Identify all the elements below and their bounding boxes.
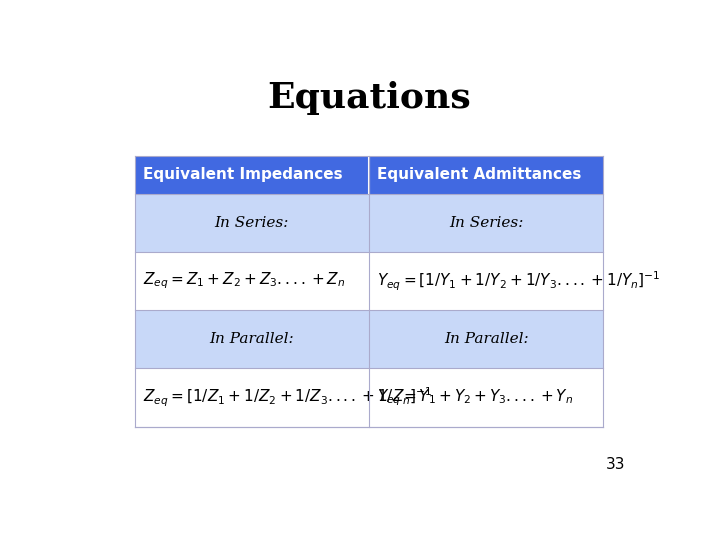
Text: $Z_{eq}= Z_1 + Z_2 + Z_3....+ Z_n$: $Z_{eq}= Z_1 + Z_2 + Z_3....+ Z_n$ [143,271,346,291]
FancyBboxPatch shape [135,310,369,368]
Text: $Z_{eq}= [1/Z_1 +1/Z_2 +1/Z_3....+ 1/Z_n]^{-1}$: $Z_{eq}= [1/Z_1 +1/Z_2 +1/Z_3....+ 1/Z_n… [143,386,433,409]
FancyBboxPatch shape [369,156,603,194]
Text: Equivalent Impedances: Equivalent Impedances [143,167,343,183]
FancyBboxPatch shape [135,156,369,194]
Text: $Y_{eq}= [1/Y_1 +1/Y_2 +1/Y_3....+ 1/Y_n]^{-1}$: $Y_{eq}= [1/Y_1 +1/Y_2 +1/Y_3....+ 1/Y_n… [377,269,661,293]
Text: In Series:: In Series: [215,216,289,230]
FancyBboxPatch shape [135,194,369,252]
Text: Equations: Equations [267,81,471,115]
FancyBboxPatch shape [369,194,603,252]
FancyBboxPatch shape [369,310,603,368]
FancyBboxPatch shape [135,252,369,310]
Text: In Parallel:: In Parallel: [210,332,294,346]
FancyBboxPatch shape [135,368,369,427]
FancyBboxPatch shape [369,368,603,427]
Text: 33: 33 [606,457,626,472]
Text: $Y_{eq}= Y_1 + Y_2 + Y_3....+ Y_n$: $Y_{eq}= Y_1 + Y_2 + Y_3....+ Y_n$ [377,387,574,408]
Text: In Series:: In Series: [449,216,523,230]
Text: Equivalent Admittances: Equivalent Admittances [377,167,582,183]
FancyBboxPatch shape [369,252,603,310]
Text: In Parallel:: In Parallel: [444,332,528,346]
